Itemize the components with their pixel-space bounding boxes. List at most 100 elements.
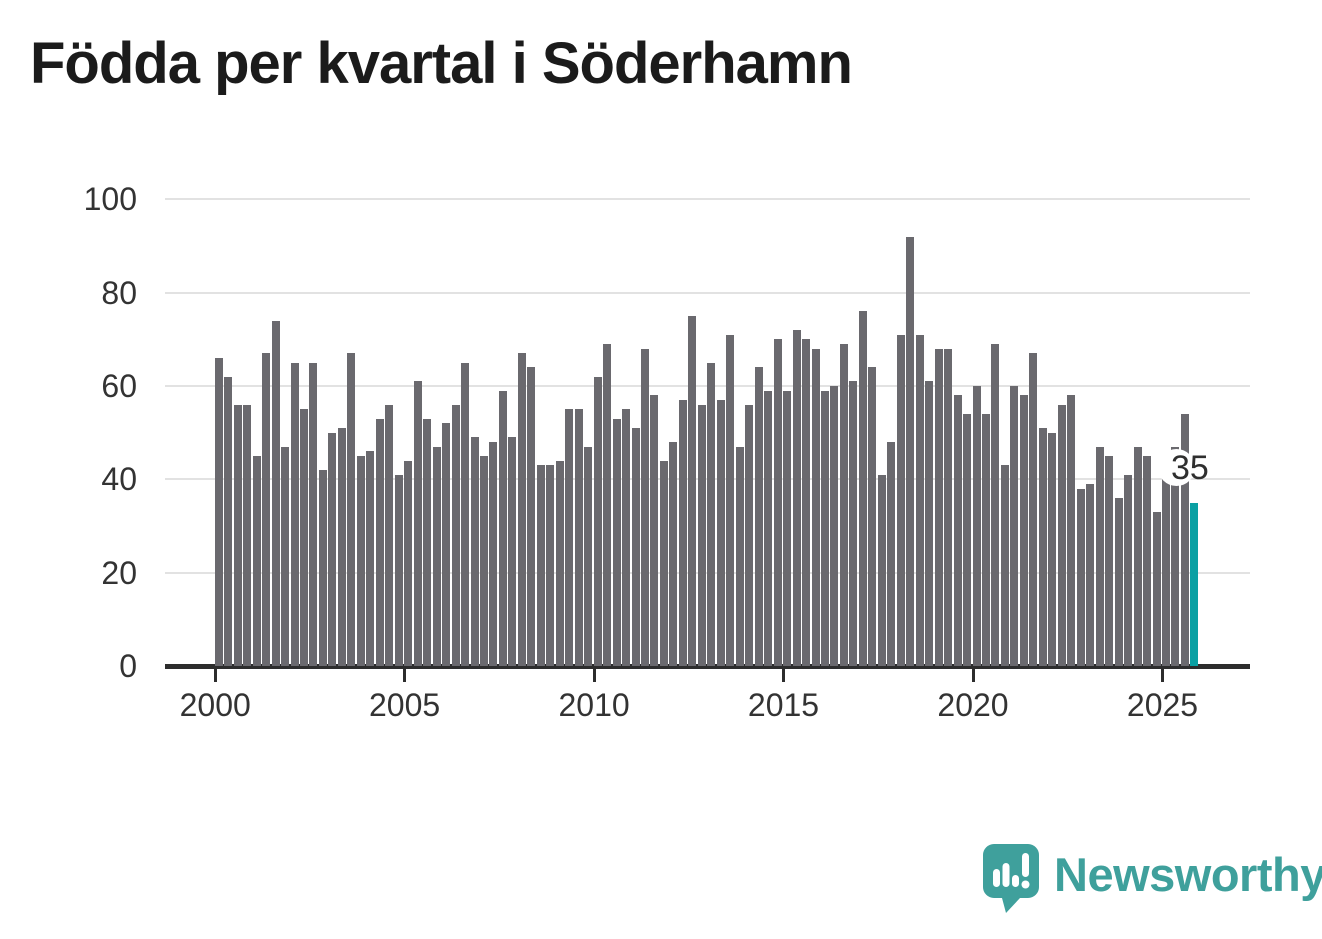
bar bbox=[1038, 428, 1047, 666]
logo-bar-1 bbox=[993, 869, 1000, 887]
bar bbox=[366, 451, 375, 666]
x-axis-label: 2020 bbox=[937, 687, 1009, 723]
bar bbox=[394, 474, 403, 666]
bar bbox=[982, 414, 990, 666]
bar bbox=[650, 395, 659, 666]
bar bbox=[1057, 404, 1066, 666]
bar bbox=[328, 432, 337, 666]
bar bbox=[669, 442, 678, 666]
bar bbox=[1010, 386, 1019, 666]
bar bbox=[309, 362, 318, 666]
bar bbox=[546, 465, 555, 666]
bar bbox=[1076, 488, 1085, 666]
bar bbox=[347, 353, 356, 666]
bar bbox=[508, 437, 517, 666]
bar bbox=[716, 400, 725, 666]
bar bbox=[631, 428, 640, 666]
bar bbox=[688, 316, 697, 666]
bar bbox=[224, 376, 233, 666]
x-axis-tick bbox=[403, 669, 407, 682]
y-gridline bbox=[165, 291, 1250, 294]
bar bbox=[517, 353, 526, 666]
bar bbox=[1133, 446, 1142, 666]
bar bbox=[584, 446, 593, 666]
y-axis-label: 100 bbox=[83, 181, 137, 218]
bar bbox=[432, 446, 441, 666]
bar bbox=[1124, 474, 1133, 666]
logo-exclamation-dot bbox=[1021, 880, 1030, 889]
bar bbox=[1048, 432, 1057, 666]
bar bbox=[214, 358, 223, 666]
bar bbox=[944, 348, 953, 666]
bar bbox=[451, 404, 460, 666]
x-axis-line bbox=[165, 664, 1250, 669]
x-axis-label: 2000 bbox=[179, 687, 251, 723]
bar bbox=[612, 418, 621, 666]
bar bbox=[423, 418, 432, 666]
page-title: Födda per kvartal i Söderhamn bbox=[30, 31, 853, 96]
highlighted-bar bbox=[1190, 502, 1199, 666]
bar bbox=[934, 348, 943, 666]
x-axis-tick bbox=[971, 669, 975, 682]
y-axis-label: 40 bbox=[101, 461, 137, 498]
value-badge bbox=[1158, 449, 1195, 486]
bar bbox=[849, 381, 858, 666]
bar bbox=[479, 456, 488, 666]
x-axis-label: 2010 bbox=[558, 687, 630, 723]
bar bbox=[574, 409, 583, 666]
y-axis-label: 80 bbox=[101, 274, 137, 311]
y-axis-label: 0 bbox=[119, 648, 137, 684]
bar bbox=[896, 334, 905, 666]
bar bbox=[820, 390, 829, 666]
bar bbox=[925, 381, 934, 666]
speech-bubble-shape bbox=[983, 844, 1039, 913]
bar bbox=[839, 344, 848, 666]
bar bbox=[735, 446, 744, 666]
bar bbox=[1105, 456, 1114, 666]
bar bbox=[470, 437, 479, 666]
bar bbox=[385, 404, 394, 666]
bar bbox=[783, 390, 791, 666]
y-gridline bbox=[165, 198, 1250, 201]
bar bbox=[565, 409, 574, 666]
bar bbox=[678, 400, 687, 666]
bar bbox=[356, 456, 365, 666]
bar bbox=[300, 409, 308, 666]
bar bbox=[915, 334, 924, 666]
bar bbox=[290, 362, 299, 666]
bar bbox=[281, 446, 289, 666]
bar bbox=[1152, 512, 1161, 666]
bar bbox=[1019, 395, 1028, 666]
bar bbox=[764, 390, 773, 666]
bar bbox=[1162, 474, 1170, 666]
bar bbox=[745, 404, 754, 666]
bar bbox=[461, 362, 469, 666]
bar bbox=[754, 367, 763, 666]
y-axis-label: 20 bbox=[101, 554, 137, 591]
bar bbox=[1000, 465, 1009, 666]
logo-exclamation-bar bbox=[1022, 853, 1029, 877]
bar bbox=[536, 465, 545, 666]
x-axis-label: 2015 bbox=[747, 687, 820, 723]
bar bbox=[318, 470, 327, 666]
bar bbox=[271, 320, 280, 666]
bar bbox=[603, 344, 612, 666]
logo-text: Newsworthy bbox=[1054, 848, 1322, 901]
x-axis-tick bbox=[1161, 669, 1164, 682]
bar bbox=[262, 353, 271, 666]
x-axis-tick bbox=[782, 669, 785, 682]
bar bbox=[858, 311, 867, 666]
bar bbox=[593, 376, 602, 666]
bar bbox=[963, 414, 971, 666]
bar bbox=[811, 348, 820, 666]
bar bbox=[802, 339, 810, 666]
bar bbox=[887, 442, 896, 666]
bar bbox=[489, 442, 498, 666]
bar bbox=[877, 474, 886, 666]
bar bbox=[697, 404, 706, 666]
bar bbox=[906, 236, 915, 666]
bar bbox=[1095, 446, 1104, 666]
x-axis-label: 2005 bbox=[369, 687, 441, 723]
x-axis-tick bbox=[592, 669, 596, 682]
